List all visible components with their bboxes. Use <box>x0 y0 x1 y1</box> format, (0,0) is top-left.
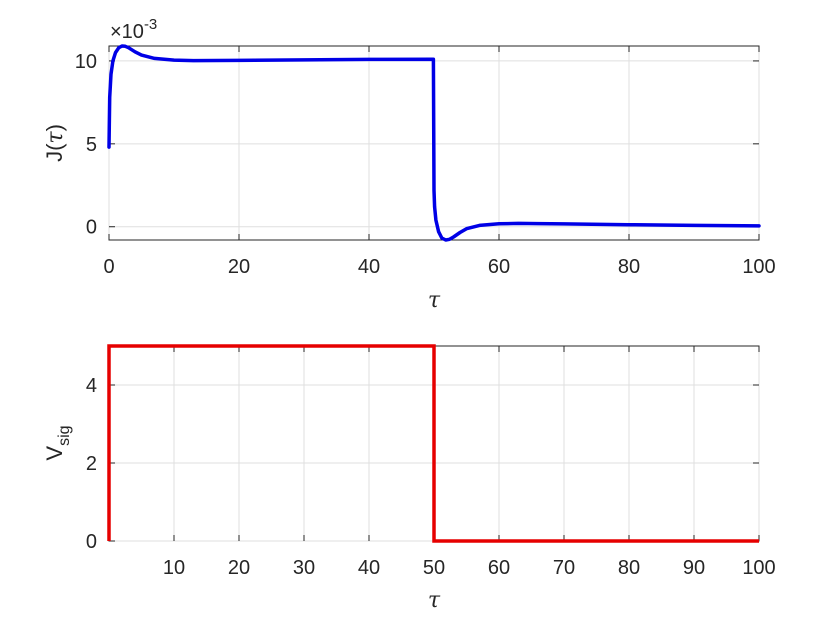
y-tick-label: 0 <box>86 531 97 553</box>
x-tick-label: 40 <box>358 557 380 579</box>
ticks-top: 0 20 40 60 80 100 0 5 10 <box>75 46 776 278</box>
x-tick-label: 90 <box>683 557 705 579</box>
x-tick-label: 10 <box>163 557 185 579</box>
x-tick-label: 0 <box>103 256 114 278</box>
x-axis-label-top: τ <box>428 288 441 313</box>
x-tick-label: 50 <box>423 557 445 579</box>
x-tick-label: 20 <box>228 557 250 579</box>
y-tick-label: 2 <box>86 453 97 475</box>
x-tick-label: 100 <box>742 256 775 278</box>
x-tick-label: 100 <box>742 557 775 579</box>
y-tick-label: 4 <box>86 375 97 397</box>
series-line-vsig <box>107 344 759 543</box>
x-tick-label: 70 <box>553 557 575 579</box>
y-tick-label: 10 <box>75 51 97 73</box>
x-tick-label: 80 <box>618 256 640 278</box>
x-axis-label-bottom: τ <box>428 588 441 613</box>
voltage-signal-plot: 10 20 30 40 50 60 70 80 90 100 0 2 4 Vsig τ <box>42 344 776 613</box>
x-tick-label: 60 <box>488 557 510 579</box>
y-tick-label: 5 <box>86 134 97 156</box>
x-tick-label: 20 <box>228 256 250 278</box>
current-density-plot: 0 20 40 60 80 100 0 5 10 ×10-3 J(τ) τ <box>42 16 776 313</box>
exponent-label: ×10-3 <box>110 16 157 43</box>
ticks-bottom: 10 20 30 40 50 60 70 80 90 100 0 2 4 <box>86 346 776 579</box>
y-axis-label-top: J(τ) <box>42 124 68 162</box>
x-tick-label: 60 <box>488 256 510 278</box>
y-axis-label-bottom: Vsig <box>42 425 73 460</box>
x-tick-label: 40 <box>358 256 380 278</box>
series-line-j <box>107 44 761 242</box>
x-tick-label: 80 <box>618 557 640 579</box>
x-tick-label: 30 <box>293 557 315 579</box>
y-tick-label: 0 <box>86 217 97 239</box>
